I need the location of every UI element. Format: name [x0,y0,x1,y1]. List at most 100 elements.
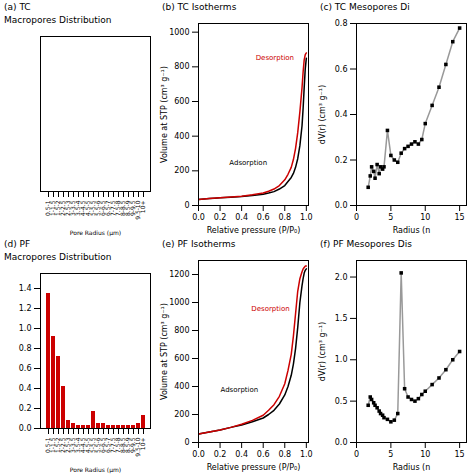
svg-text:0.6: 0.6 [257,450,270,459]
svg-text:1000: 1000 [169,298,189,307]
svg-text:0.0: 0.0 [335,438,348,447]
svg-text:0.6: 0.6 [257,213,270,222]
svg-text:0: 0 [184,201,189,210]
svg-text:Radius (n: Radius (n [393,226,431,235]
svg-text:1.0: 1.0 [300,213,313,222]
svg-text:Desorption: Desorption [256,54,294,62]
html-text:Macropores Distribution: Macropores Distribution [4,15,112,25]
svg-text:1-1.5: 1-1.5 [49,437,57,453]
svg-text:0.0: 0.0 [192,213,205,222]
svg-text:1.5: 1.5 [335,314,348,323]
svg-text:1.5-2: 1.5-2 [54,437,62,453]
svg-text:400: 400 [174,382,189,391]
svg-text:10+: 10+ [139,201,146,214]
svg-text:1.5-2: 1.5-2 [54,200,62,216]
svg-text:1.0: 1.0 [300,450,313,459]
html-text:(a) TC: (a) TC [4,2,31,12]
svg-text:800: 800 [174,326,189,335]
svg-text:1200: 1200 [169,270,189,279]
svg-text:Volume at STP (cm³ g⁻¹): Volume at STP (cm³ g⁻¹) [160,303,169,400]
svg-text:0.4: 0.4 [19,384,32,393]
svg-text:15: 15 [455,213,465,222]
svg-text:Adsorption: Adsorption [221,386,259,394]
svg-text:2.5-3: 2.5-3 [64,200,72,216]
svg-text:0.8: 0.8 [278,213,291,222]
svg-text:0.8: 0.8 [19,344,32,353]
svg-text:1.4: 1.4 [19,284,32,293]
svg-text:3-3.5: 3-3.5 [69,437,77,453]
svg-text:8.5-9: 8.5-9 [124,200,132,216]
html-text:(d) PF: (d) PF [4,239,31,249]
svg-text:9.5-10: 9.5-10 [134,200,142,220]
svg-text:Pore Radius (μm): Pore Radius (μm) [70,466,121,474]
svg-text:1-1.5: 1-1.5 [49,200,57,216]
svg-text:0.4: 0.4 [235,213,248,222]
svg-text:0.5-1: 0.5-1 [44,437,52,453]
svg-text:Relative pressure (P/P₀): Relative pressure (P/P₀) [207,226,301,235]
svg-text:4.5-5: 4.5-5 [84,200,92,216]
svg-text:10: 10 [420,450,430,459]
svg-text:Desorption: Desorption [251,305,289,313]
svg-text:0.2: 0.2 [214,213,227,222]
svg-text:Radius (n: Radius (n [393,463,431,472]
html-text:(f) PF Mesopores Dis: (f) PF Mesopores Dis [320,239,412,249]
svg-text:5.5-6: 5.5-6 [94,200,102,216]
svg-text:0.0: 0.0 [192,450,205,459]
svg-text:10: 10 [420,213,430,222]
svg-text:5: 5 [388,450,393,459]
svg-text:8-8.5: 8-8.5 [119,200,127,216]
svg-text:200: 200 [174,410,189,419]
svg-text:4-4.5: 4-4.5 [79,200,87,216]
svg-text:7-7.5: 7-7.5 [109,200,117,216]
svg-text:2-2.5: 2-2.5 [59,437,67,453]
html-text:(b) TC Isotherms: (b) TC Isotherms [162,2,237,12]
svg-text:200: 200 [174,166,189,175]
svg-text:0.4: 0.4 [335,110,348,119]
svg-text:2-2.5: 2-2.5 [59,200,67,216]
html-text:Macropores Distribution: Macropores Distribution [4,252,112,262]
svg-text:15: 15 [455,450,465,459]
svg-text:0.0: 0.0 [19,424,32,433]
svg-text:800: 800 [174,62,189,71]
svg-text:0.0: 0.0 [335,201,348,210]
svg-text:0.2: 0.2 [19,404,32,413]
svg-text:0.8: 0.8 [278,450,291,459]
svg-text:1.0: 1.0 [19,324,32,333]
svg-text:0.2: 0.2 [214,450,227,459]
svg-text:1.0: 1.0 [335,355,348,364]
svg-text:10+: 10+ [139,438,146,451]
svg-text:0.6: 0.6 [335,65,348,74]
svg-text:600: 600 [174,97,189,106]
svg-text:6-6.5: 6-6.5 [99,200,107,216]
svg-text:Relative pressure (P/P₀): Relative pressure (P/P₀) [207,463,301,472]
html-text:(e) PF Isotherms: (e) PF Isotherms [162,239,236,249]
svg-text:0.4: 0.4 [235,450,248,459]
svg-text:0: 0 [184,438,189,447]
svg-text:7.5-8: 7.5-8 [114,200,122,216]
svg-text:0.8: 0.8 [335,19,348,28]
svg-text:400: 400 [174,132,189,141]
svg-text:0: 0 [354,450,359,459]
svg-text:2.5-3: 2.5-3 [64,437,72,453]
svg-text:dV(r) (cm³ g⁻¹): dV(r) (cm³ g⁻¹) [318,322,327,381]
svg-text:3.5-4: 3.5-4 [74,200,82,216]
svg-text:9-9.5: 9-9.5 [129,200,137,216]
svg-text:Adsorption: Adsorption [229,159,267,167]
html-text:(c) TC Mesopores Di: (c) TC Mesopores Di [320,2,410,12]
svg-text:Volume at STP (cm³ g⁻¹): Volume at STP (cm³ g⁻¹) [160,66,169,163]
svg-text:0: 0 [354,213,359,222]
svg-text:0.5: 0.5 [335,397,348,406]
svg-text:2.0: 2.0 [335,273,348,282]
svg-text:Pore Radius (μm): Pore Radius (μm) [70,229,121,237]
svg-text:0.2: 0.2 [335,156,348,165]
svg-text:6.5-7: 6.5-7 [104,200,112,216]
svg-text:0.6: 0.6 [19,364,32,373]
svg-text:1.2: 1.2 [19,304,32,313]
svg-text:0.5-1: 0.5-1 [44,200,52,216]
svg-text:dV(r) (cm³ g⁻¹): dV(r) (cm³ g⁻¹) [318,85,327,144]
svg-text:5-5.5: 5-5.5 [89,200,97,216]
svg-text:5: 5 [388,213,393,222]
svg-text:600: 600 [174,354,189,363]
svg-text:1000: 1000 [169,28,189,37]
svg-text:3-3.5: 3-3.5 [69,200,77,216]
